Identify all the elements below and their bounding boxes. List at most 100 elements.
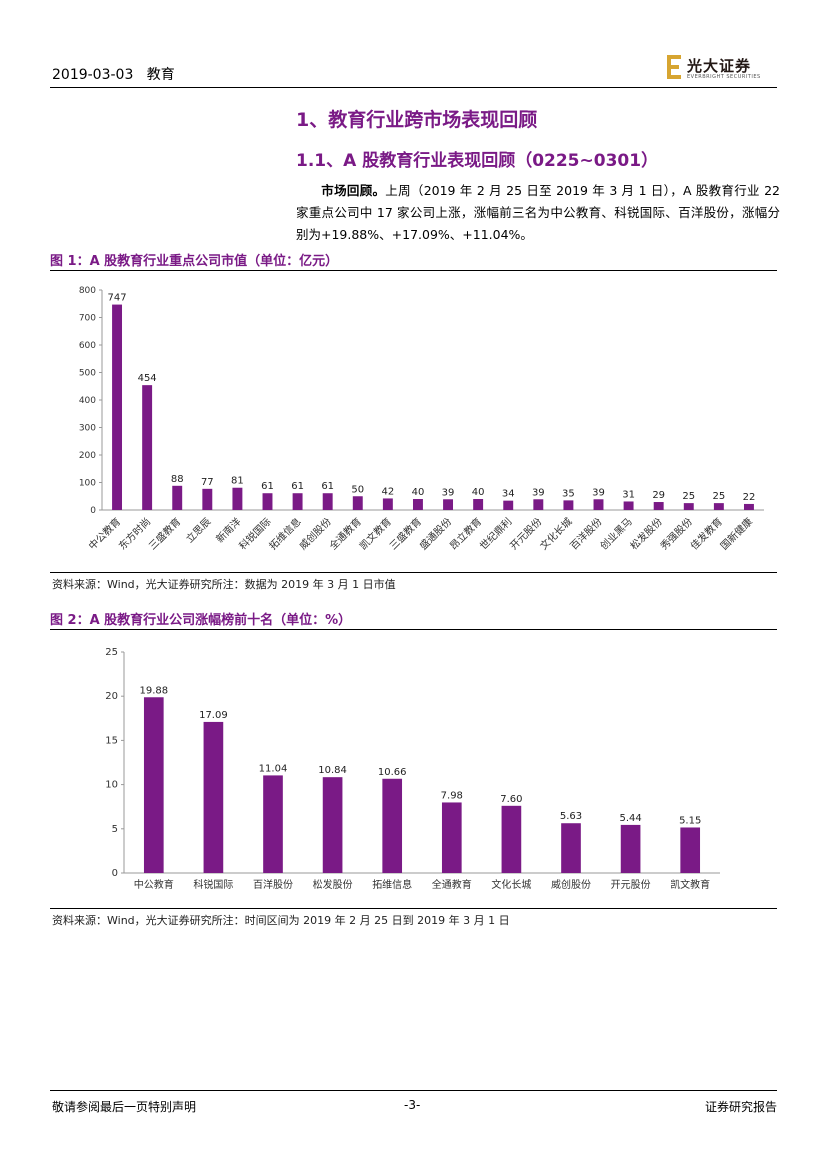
y-tick-label: 700 (79, 314, 96, 324)
data-label: 31 (622, 489, 635, 500)
category-label: 开元股份 (508, 516, 545, 553)
y-tick-label: 0 (90, 506, 96, 516)
category-label: 威创股份 (551, 878, 591, 891)
bar (653, 502, 664, 510)
data-label: 5.44 (619, 813, 641, 824)
data-label: 35 (562, 488, 575, 499)
data-label: 10.84 (318, 765, 347, 776)
data-label: 19.88 (139, 685, 168, 696)
y-tick-label: 20 (105, 691, 118, 702)
figure1-source: 资料来源：Wind，光大证券研究所注：数据为 2019 年 3 月 1 日市值 (52, 578, 396, 591)
report-date: 2019-03-03 (52, 67, 134, 83)
data-label: 61 (291, 481, 304, 492)
bar (713, 503, 724, 510)
bar (503, 500, 514, 510)
category-label: 佳发教育 (688, 515, 725, 552)
category-label: 三盛教育 (146, 515, 183, 552)
bar (443, 499, 454, 510)
category-label: 凯文教育 (357, 515, 394, 552)
category-label: 昂立教育 (447, 515, 484, 552)
bar (203, 721, 224, 873)
gainers-chart: 0 5 10 15 20 25 19.88 中公教育 17.09 科锐国际 11.04 百洋股份 10.… (105, 647, 720, 891)
category-label: 拓维信息 (266, 515, 303, 552)
bar (683, 503, 694, 510)
bar (172, 485, 183, 510)
category-label: 威创股份 (296, 515, 333, 552)
y-tick-label: 200 (79, 451, 96, 461)
bar (620, 824, 641, 873)
bar (561, 823, 581, 873)
y-tick-label: 500 (79, 369, 96, 379)
data-label: 39 (442, 487, 455, 498)
report-sector: 教育 (146, 67, 175, 83)
y-tick-label: 600 (79, 341, 96, 351)
data-label: 10.66 (378, 767, 407, 778)
report-date-sector: 2019-03-03 教育 (52, 64, 175, 84)
bar (743, 503, 754, 510)
data-label: 11.04 (259, 763, 288, 774)
category-label: 百洋股份 (567, 515, 604, 552)
category-label: 文化长城 (537, 515, 574, 552)
bar (382, 778, 403, 873)
section-heading: 1、教育行业跨市场表现回顾 (296, 109, 538, 131)
logo-text-cn: 光大证券 (687, 57, 752, 75)
y-tick-label: 5 (112, 824, 118, 835)
data-label: 42 (381, 486, 394, 497)
figure1-bottom-rule (50, 572, 777, 573)
bar (112, 304, 123, 510)
y-tick-label: 0 (112, 868, 118, 879)
figure2-top-rule (50, 629, 777, 630)
category-label: 文化长城 (491, 878, 531, 891)
category-label: 松发股份 (313, 878, 353, 891)
paragraph-body: 上周（2019 年 2 月 25 日至 2019 年 3 月 1 日），A 股教… (296, 183, 780, 242)
data-label: 50 (351, 484, 364, 495)
data-label: 7.60 (500, 794, 522, 805)
paragraph-lead: 市场回顾。 (321, 183, 386, 198)
category-label: 百洋股份 (253, 878, 293, 891)
bar (533, 499, 544, 510)
data-label: 17.09 (199, 710, 228, 721)
data-label: 29 (652, 490, 665, 501)
data-label: 61 (261, 481, 274, 492)
category-label: 三盛教育 (387, 515, 424, 552)
bar (322, 777, 343, 873)
bar (680, 827, 701, 873)
bar (352, 496, 363, 510)
figure2-title: 图 2：A 股教育行业公司涨幅榜前十名（单位：%） (50, 613, 352, 628)
bar (202, 488, 213, 510)
data-label: 40 (472, 487, 485, 498)
category-label: 东方时尚 (116, 515, 153, 552)
data-label: 25 (682, 491, 695, 502)
y-tick-label: 10 (105, 780, 118, 791)
bar (593, 499, 604, 510)
bar (143, 697, 164, 873)
bar (263, 775, 283, 873)
data-label: 61 (321, 481, 334, 492)
category-label: 拓维信息 (372, 878, 412, 891)
company-logo: 光大证券 EVERBRIGHT SECURITIES (667, 53, 777, 83)
category-label: 凯文教育 (670, 878, 710, 891)
category-label: 创业黑马 (597, 515, 634, 552)
bar (623, 501, 634, 510)
data-label: 40 (412, 487, 425, 498)
bar (412, 499, 423, 510)
category-label: 开元股份 (611, 879, 651, 891)
category-label: 新南洋 (213, 515, 243, 545)
logo-mark-icon (667, 55, 681, 79)
data-label: 88 (171, 474, 184, 485)
bar (382, 498, 393, 510)
data-label: 81 (231, 476, 244, 487)
data-label: 25 (712, 491, 725, 502)
subsection-heading: 1.1、A 股教育行业表现回顾（0225~0301） (296, 151, 659, 171)
category-label: 秀强股份 (658, 516, 695, 553)
data-label: 5.15 (679, 815, 701, 826)
category-label: 世纪鼎利 (478, 516, 515, 553)
data-label: 454 (138, 373, 157, 384)
bar (232, 487, 243, 510)
figure2-bottom-rule (50, 908, 777, 909)
category-label: 国新健康 (718, 515, 755, 552)
figure1-title: 图 1：A 股教育行业重点公司市值（单位：亿元） (50, 254, 339, 269)
figure1-top-rule (50, 270, 777, 271)
figure2-source: 资料来源：Wind，光大证券研究所注：时间区间为 2019 年 2 月 25 日… (52, 914, 510, 927)
y-tick-label: 100 (79, 479, 96, 489)
